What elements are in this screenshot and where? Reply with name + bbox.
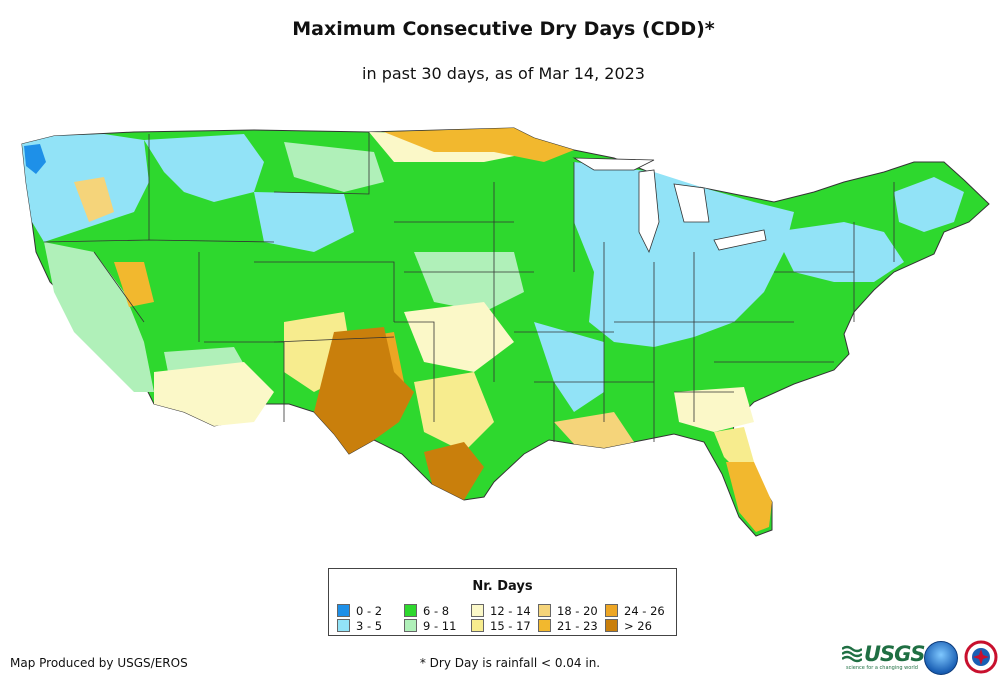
legend-item: 15 - 17: [471, 618, 538, 633]
usgs-tagline: science for a changing world: [846, 665, 918, 671]
legend-label: 9 - 11: [423, 618, 457, 633]
legend-label: 18 - 20: [557, 603, 598, 618]
legend-item: 3 - 5: [337, 618, 404, 633]
legend-swatch: [538, 619, 551, 632]
legend-swatch: [337, 619, 350, 632]
nws-logo-icon: [964, 640, 998, 674]
legend-swatch: [605, 604, 618, 617]
legend-swatch: [404, 619, 417, 632]
legend-item: 24 - 26: [605, 603, 672, 618]
region-california-pale-green: [44, 242, 154, 392]
legend-item: 21 - 23: [538, 618, 605, 633]
region-new-england-light-blue: [894, 177, 964, 232]
legend-title: Nr. Days: [472, 579, 533, 594]
legend-item: 12 - 14: [471, 603, 538, 618]
region-oregon-light-orange: [74, 177, 114, 222]
region-dakotas-pale-green: [284, 142, 384, 192]
lake-michigan: [638, 169, 660, 254]
legend-item: > 26: [605, 618, 672, 633]
legend-swatch: [471, 604, 484, 617]
legend-label: 3 - 5: [356, 618, 383, 633]
map-subtitle: in past 30 days, as of Mar 14, 2023: [362, 64, 645, 83]
legend-swatch: [538, 604, 551, 617]
region-florida-yellow: [714, 427, 754, 472]
region-west-texas-brown: [314, 327, 414, 454]
region-east-plains-cream: [404, 302, 514, 372]
legend-label: 21 - 23: [557, 618, 598, 633]
map-title: Maximum Consecutive Dry Days (CDD)*: [292, 18, 715, 40]
lake-superior: [572, 157, 655, 171]
dry-day-footnote: * Dry Day is rainfall < 0.04 in.: [419, 656, 601, 670]
region-washington-coast-blue: [24, 144, 46, 174]
legend-label: 15 - 17: [490, 618, 531, 633]
region-arizona-cream: [154, 362, 274, 426]
region-mississippi-light-blue: [534, 322, 604, 412]
region-north-dakota-orange: [384, 128, 574, 162]
lake-erie: [713, 229, 767, 251]
state-boundaries: [43, 132, 895, 442]
region-montana-idaho-light-blue: [144, 134, 264, 202]
legend-swatch: [337, 604, 350, 617]
region-nevada-orange: [114, 262, 154, 307]
legend-item: 6 - 8: [404, 603, 471, 618]
legend-swatch: [471, 619, 484, 632]
usgs-logo-icon: USGS science for a changing world: [842, 641, 926, 671]
region-south-texas-brown: [424, 442, 484, 500]
legend-swatch: [404, 604, 417, 617]
legend-label: 12 - 14: [490, 603, 531, 618]
legend-label: > 26: [624, 618, 652, 633]
legend-item: 9 - 11: [404, 618, 471, 633]
lake-huron: [673, 183, 710, 223]
region-louisiana-light-orange: [554, 412, 634, 448]
region-wyoming-light-blue: [254, 192, 354, 252]
map-credit: Map Produced by USGS/EROS: [10, 656, 188, 670]
legend-label: 6 - 8: [423, 603, 450, 618]
region-great-lakes-light-blue: [574, 162, 794, 347]
region-northeast-light-blue: [774, 222, 904, 282]
legend-swatch: [605, 619, 618, 632]
region-central-plains-pale-green: [414, 252, 524, 312]
usgs-logo-text: USGS: [864, 642, 926, 666]
legend-item: 0 - 2: [337, 603, 404, 618]
region-southern-florida-orange: [726, 462, 772, 532]
conus-cdd-map: [21, 127, 990, 537]
noaa-logo-icon: [924, 641, 958, 675]
legend-item: 18 - 20: [538, 603, 605, 618]
legend-label: 24 - 26: [624, 603, 665, 618]
legend-label: 0 - 2: [356, 603, 383, 618]
